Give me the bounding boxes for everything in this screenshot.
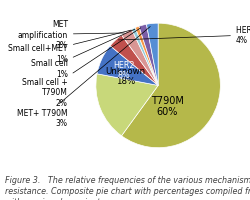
Wedge shape — [138, 25, 158, 86]
Text: resistance. Composite pie chart with percentages compiled from tests: resistance. Composite pie chart with per… — [5, 186, 250, 195]
Text: Small cell
1%: Small cell 1% — [31, 30, 134, 78]
Text: T790M
60%: T790M 60% — [150, 95, 183, 117]
Text: HER2
8%: HER2 8% — [113, 61, 134, 80]
Wedge shape — [121, 30, 158, 86]
Wedge shape — [135, 27, 158, 86]
Text: Small cell +
T790M
2%: Small cell + T790M 2% — [22, 29, 140, 107]
Text: Small cell+MET
1%: Small cell+MET 1% — [8, 31, 131, 63]
Text: HER2 + T790M
4%: HER2 + T790M 4% — [118, 26, 250, 45]
Wedge shape — [131, 28, 158, 86]
Text: MET+ T790M
3%: MET+ T790M 3% — [17, 27, 150, 128]
Text: with varying denominators.: with varying denominators. — [5, 197, 114, 200]
Wedge shape — [96, 74, 158, 136]
Wedge shape — [146, 24, 158, 86]
Wedge shape — [96, 47, 158, 86]
Text: Figure 3.   The relative frequencies of the various mechanisms of acquired: Figure 3. The relative frequencies of th… — [5, 175, 250, 184]
Text: Unknown
18%: Unknown 18% — [105, 66, 145, 86]
Wedge shape — [110, 36, 158, 86]
Wedge shape — [121, 24, 220, 148]
Text: MET
amplification
3%: MET amplification 3% — [18, 20, 124, 50]
